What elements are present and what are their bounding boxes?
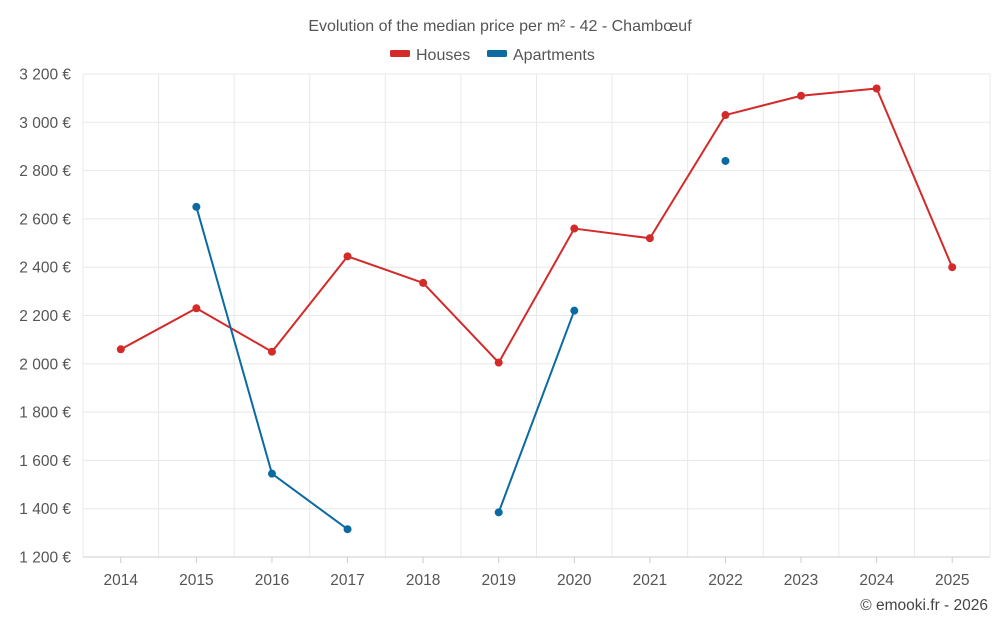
data-point[interactable] [116,345,125,354]
x-tick-label: 2016 [255,572,289,589]
legend-label: Houses [416,47,470,64]
data-point[interactable] [948,263,957,272]
legend: Houses Apartments [390,47,595,64]
grid [82,73,991,558]
x-tick-label: 2014 [104,572,139,589]
data-point[interactable] [192,304,201,313]
data-point[interactable] [872,84,881,93]
data-point[interactable] [570,224,579,233]
legend-swatch [487,50,507,57]
y-axis: 1 200 € 1 400 € 1 600 € 1 800 € 2 000 € 2 200… [19,67,71,567]
y-tick-label: 3 200 € [19,67,71,84]
data-point[interactable] [267,347,276,356]
x-axis: 2014 2015 2016 2017 2018 2019 2020 2021 2022 2023… [83,556,990,589]
data-point[interactable] [343,252,352,261]
y-tick-label: 2 200 € [19,308,71,325]
y-tick-label: 1 200 € [19,550,71,567]
x-tick-label: 2018 [406,572,440,589]
data-point[interactable] [267,469,276,478]
series-line [119,87,954,364]
legend-item-houses[interactable]: Houses [390,47,470,64]
legend-item-apartments[interactable]: Apartments [487,47,595,64]
y-tick-label: 2 800 € [19,163,71,180]
series-houses [116,84,957,367]
series-group [116,84,957,534]
y-tick-label: 1 600 € [19,453,71,470]
data-point[interactable] [192,202,201,211]
credit-text: © emooki.fr - 2026 [860,597,988,614]
x-tick-label: 2025 [935,572,969,589]
y-tick-label: 3 000 € [19,115,71,132]
x-tick-label: 2024 [859,572,894,589]
data-point[interactable] [570,306,579,315]
series-line [195,205,349,531]
data-point[interactable] [721,156,730,165]
data-point[interactable] [419,278,428,287]
series-apartments [192,156,730,534]
data-point[interactable] [721,111,730,120]
legend-swatch [390,50,410,57]
series-line [497,309,576,514]
x-tick-label: 2021 [633,572,667,589]
y-tick-label: 1 400 € [19,501,71,518]
y-tick-label: 1 800 € [19,405,71,422]
legend-label: Apartments [513,47,595,64]
y-tick-label: 2 600 € [19,211,71,228]
data-point[interactable] [645,234,654,243]
chart-title: Evolution of the median price per m² - 4… [308,18,692,35]
data-point[interactable] [797,91,806,100]
x-tick-label: 2019 [481,572,515,589]
y-tick-label: 2 400 € [19,260,71,277]
data-point[interactable] [494,508,503,517]
x-tick-label: 2020 [557,572,592,589]
data-point[interactable] [494,358,503,367]
x-tick-label: 2017 [330,572,364,589]
x-tick-label: 2022 [708,572,742,589]
x-tick-label: 2015 [179,572,213,589]
x-tick-label: 2023 [784,572,818,589]
y-tick-label: 2 000 € [19,356,71,373]
data-point[interactable] [343,525,352,534]
